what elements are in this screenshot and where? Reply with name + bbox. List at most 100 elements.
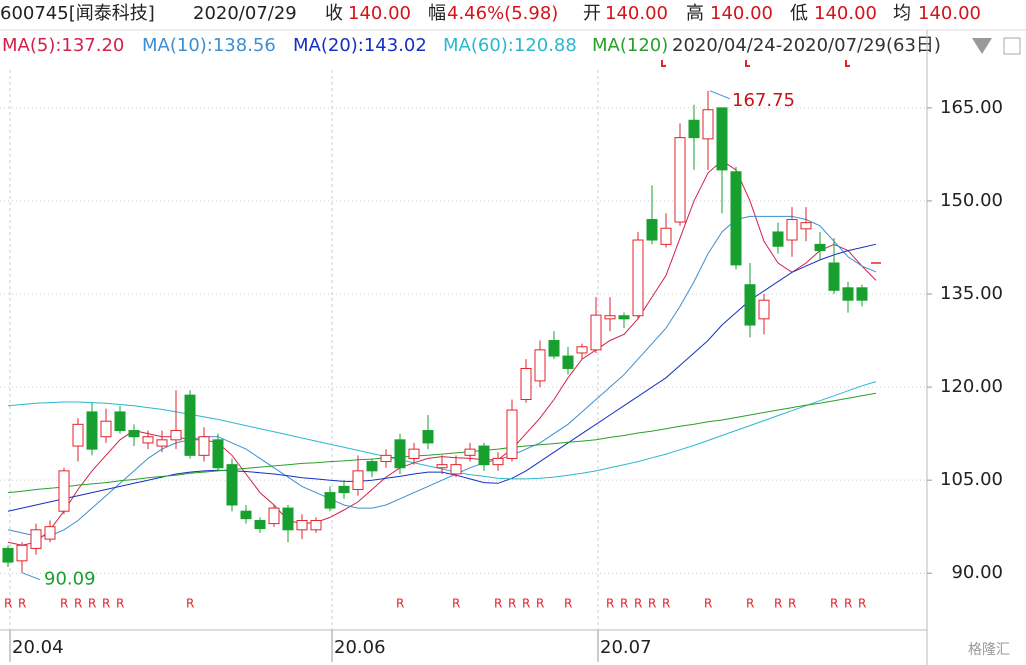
candle-body (590, 314, 602, 351)
signal-marker: R (564, 597, 572, 611)
candle-body (464, 448, 476, 456)
candle-body (282, 507, 294, 531)
candle-body (30, 529, 42, 549)
y-tick-label: 135.00 (940, 283, 1003, 304)
y-tick-label: 120.00 (940, 376, 1003, 397)
candle-body (744, 284, 756, 326)
candle-body (366, 461, 378, 472)
field-label: 均 (893, 3, 911, 24)
candle-body (72, 423, 84, 447)
legend-entry: MA(10):138.56 (142, 35, 276, 56)
candle-body (800, 222, 812, 230)
candle-body (310, 520, 322, 531)
field-label: 低 (790, 3, 808, 24)
dropdown-arrow[interactable] (972, 38, 992, 54)
signal-marker: R (522, 597, 530, 611)
candle-body (58, 470, 70, 512)
candle-body (646, 219, 658, 241)
signal-marker: R (858, 597, 866, 611)
signal-marker: R (662, 597, 670, 611)
signal-marker: R (634, 597, 642, 611)
candle-body (730, 171, 742, 266)
candle-body (142, 436, 154, 444)
y-tick-label: 105.00 (940, 469, 1003, 490)
high-annotation: 167.75 (732, 90, 795, 111)
signal-marker: R (4, 597, 12, 611)
candle-body (604, 315, 616, 320)
signal-marker: R (102, 597, 110, 611)
signal-marker: R (186, 597, 194, 611)
candle-body (856, 287, 868, 301)
candle-body (786, 219, 798, 241)
candle-body (422, 430, 434, 444)
y-tick-label: 150.00 (940, 190, 1003, 211)
candle-body (534, 349, 546, 382)
y-tick-label: 90.00 (951, 562, 1003, 583)
signal-marker: R (452, 597, 460, 611)
field-label: 高 (686, 3, 704, 24)
ma-line (7, 392, 877, 494)
candle-body (688, 119, 700, 139)
candle-body (212, 439, 224, 469)
candle-body (226, 464, 238, 506)
candle-body (828, 262, 840, 291)
candle-body (436, 464, 448, 469)
field-value: 140.00 (348, 3, 411, 24)
candle-body (772, 231, 784, 247)
candle-body (716, 107, 728, 171)
signal-marker: R (74, 597, 82, 611)
y-tick-label: 165.00 (940, 97, 1003, 118)
signal-marker: R (18, 597, 26, 611)
signal-marker: R (536, 597, 544, 611)
signal-marker: R (746, 597, 754, 611)
signal-marker: R (116, 597, 124, 611)
candle-body (184, 394, 196, 456)
annotation-pointer (21, 572, 41, 581)
legend-entry: MA(60):120.88 (443, 35, 577, 56)
field-label: 收 (325, 3, 343, 24)
x-tick-label: 20.04 (12, 637, 64, 658)
signal-marker: R (508, 597, 516, 611)
candle-body (506, 409, 518, 459)
legend-entry: MA(5):137.20 (2, 35, 124, 56)
candle-body (702, 109, 714, 140)
x-tick-label: 20.07 (600, 637, 652, 658)
candle-body (240, 510, 252, 520)
signal-marker: R (396, 597, 404, 611)
candle-body (674, 137, 686, 223)
signal-marker: R (60, 597, 68, 611)
candle-body (16, 544, 28, 562)
signal-marker: R (704, 597, 712, 611)
legend-entry: MA(120) (592, 35, 668, 56)
range-marker (661, 60, 850, 67)
signal-marker: R (648, 597, 656, 611)
candle-body (618, 315, 630, 320)
low-annotation: 90.09 (44, 569, 96, 590)
field-value: 140.00 (918, 3, 981, 24)
signal-marker: R (88, 597, 96, 611)
candle-body (520, 367, 532, 400)
signal-marker: R (788, 597, 796, 611)
candle-body (2, 547, 14, 563)
candle-body (114, 411, 126, 432)
watermark: 格隆汇 (968, 642, 1010, 658)
candle-body (492, 457, 504, 466)
signal-marker: R (606, 597, 614, 611)
candle-body (268, 507, 280, 525)
candle-body (562, 355, 574, 369)
date-range: 2020/04/24-2020/07/29(63日) (672, 35, 941, 56)
field-label: 开 (583, 3, 601, 24)
signal-marker: R (844, 597, 852, 611)
candle-body (170, 430, 182, 441)
candle-body (296, 520, 308, 531)
candle-body (100, 420, 112, 438)
settings-box[interactable] (1003, 37, 1021, 55)
candle-body (380, 454, 392, 463)
field-value: 140.00 (710, 3, 773, 24)
signal-marker: R (774, 597, 782, 611)
candle-body (324, 492, 336, 509)
candle-body (478, 445, 490, 466)
candle-body (254, 520, 266, 530)
annotation-pointer (709, 90, 731, 100)
